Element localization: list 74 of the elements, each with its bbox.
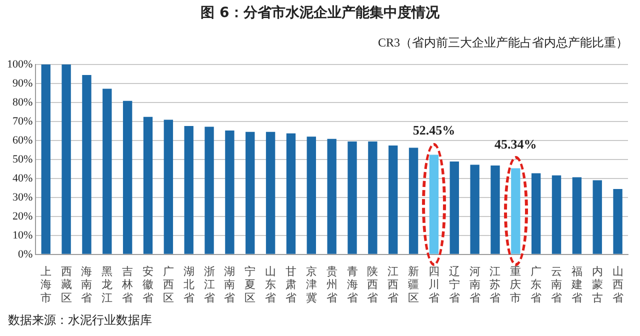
- bar: [572, 177, 582, 254]
- x-tick-label: 内蒙古: [592, 264, 603, 304]
- x-tick-label: 海南省: [81, 264, 92, 304]
- source-note: 数据来源：水泥行业数据库: [8, 312, 152, 329]
- x-tick-label: 江苏省: [490, 264, 501, 304]
- x-tick-label: 吉林省: [121, 264, 134, 304]
- x-tick-label: 广东省: [530, 264, 542, 304]
- bar: [286, 133, 296, 254]
- bar: [306, 136, 316, 254]
- bar: [490, 165, 500, 254]
- bar: [613, 189, 622, 254]
- x-tick-label: 陕西省: [367, 264, 378, 304]
- x-tick-label: 山西省: [612, 264, 624, 304]
- chart-subtitle: CR3（省内前三大企业产能占省内总产能比重）: [378, 35, 628, 50]
- bar: [164, 120, 174, 254]
- x-tick-label: 京津冀: [306, 264, 317, 304]
- y-tick-label: 60%: [12, 134, 33, 146]
- y-tick-label: 50%: [12, 153, 33, 166]
- x-tick-label: 新疆区: [408, 264, 420, 304]
- bar: [266, 132, 276, 254]
- x-tick-label: 浙江省: [204, 264, 215, 304]
- x-tick-label: 辽宁省: [448, 264, 460, 304]
- bar: [82, 75, 92, 254]
- y-tick-label: 100%: [6, 58, 33, 70]
- x-tick-label: 宁夏区: [244, 264, 256, 304]
- bar: [470, 164, 480, 254]
- x-tick-label: 贵州省: [326, 264, 338, 304]
- x-tick-label: 上海市: [40, 264, 52, 304]
- chart-title: 图 6：分省市水泥企业产能集中度情况: [200, 4, 440, 22]
- bar: [531, 173, 541, 254]
- x-tick-label: 广西区: [162, 264, 174, 304]
- x-tick-label: 湖南省: [224, 264, 236, 304]
- bar: [102, 88, 112, 254]
- x-tick-label: 云南省: [551, 264, 562, 304]
- y-tick-label: 30%: [12, 191, 33, 204]
- annotation: 52.45%: [412, 122, 456, 138]
- bar: [368, 142, 378, 254]
- x-tick-label: 河南省: [469, 264, 480, 304]
- y-tick-label: 0%: [18, 248, 33, 260]
- bar: [246, 132, 255, 254]
- y-tick-label: 70%: [12, 115, 33, 128]
- y-tick-label: 90%: [12, 77, 33, 90]
- x-tick-label: 西藏区: [60, 264, 72, 304]
- x-tick-label: 湖北省: [183, 264, 194, 304]
- bar: [552, 175, 562, 254]
- y-tick-label: 20%: [12, 210, 33, 222]
- bar: [122, 100, 132, 254]
- x-tick-label: 四川省: [428, 264, 440, 304]
- y-tick-label: 40%: [12, 172, 33, 184]
- bar: [184, 126, 194, 254]
- x-tick-label: 山东省: [265, 264, 276, 304]
- x-tick-label: 江西省: [388, 264, 399, 304]
- bar: [450, 161, 459, 254]
- y-tick-label: 80%: [12, 96, 33, 108]
- x-tick-label: 青海省: [346, 264, 358, 304]
- bar: [388, 146, 398, 254]
- bar: [408, 148, 418, 254]
- x-tick-label: 甘肃省: [285, 264, 296, 304]
- bar: [327, 138, 336, 254]
- bar: [62, 64, 71, 254]
- x-tick-label: 福建省: [570, 264, 582, 304]
- annotation: 45.34%: [494, 136, 537, 152]
- x-tick-label: 重庆市: [510, 264, 522, 304]
- bar: [204, 126, 214, 254]
- bar: [41, 64, 50, 254]
- bar: [429, 154, 439, 254]
- x-tick-label: 安徽省: [142, 264, 154, 304]
- bar: [592, 180, 602, 254]
- bar: [143, 116, 153, 254]
- bar: [348, 142, 357, 254]
- bar: [225, 130, 234, 254]
- bar: [511, 168, 520, 254]
- y-tick-label: 10%: [12, 229, 33, 242]
- x-tick-label: 黑龙江: [102, 264, 113, 304]
